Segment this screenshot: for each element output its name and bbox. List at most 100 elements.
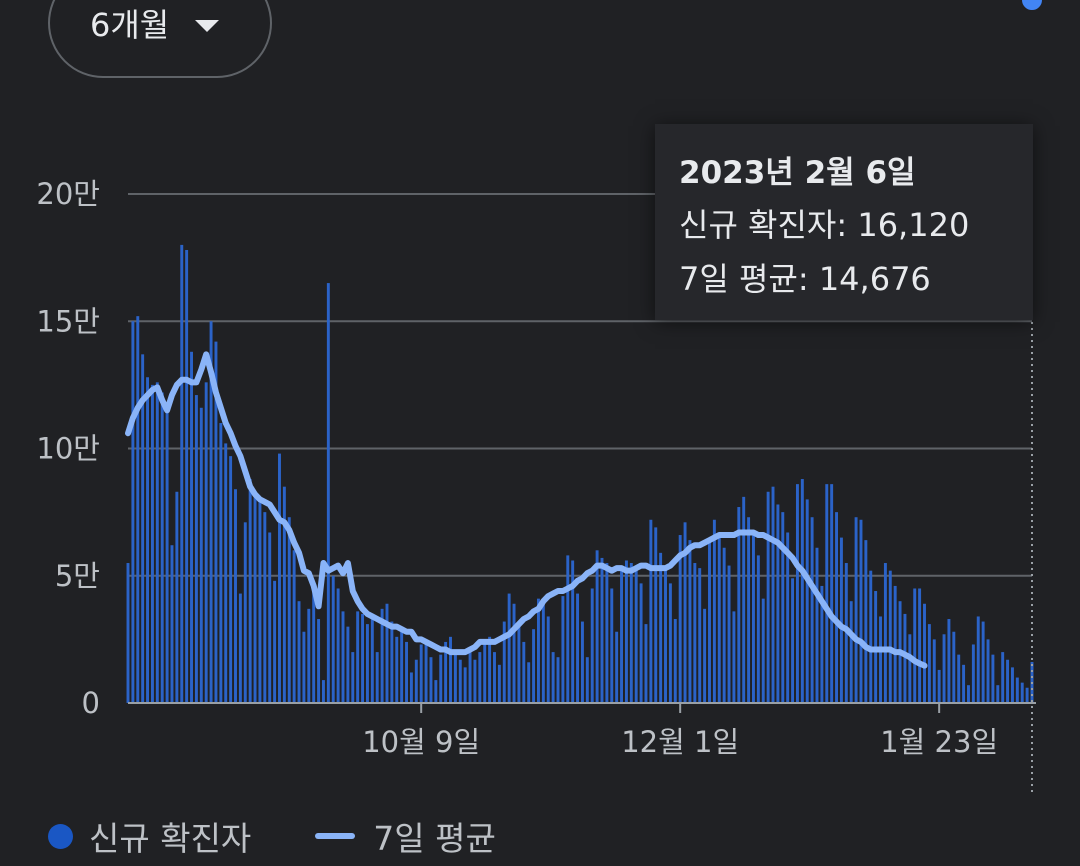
bar-123 xyxy=(727,565,731,703)
bar-105 xyxy=(639,583,643,703)
bar-109 xyxy=(659,552,663,703)
tooltip-average-value: 14,676 xyxy=(818,260,931,298)
bar-164 xyxy=(927,624,931,703)
bar-63 xyxy=(434,680,438,703)
bar-75 xyxy=(493,652,496,703)
y-tick-label-4: 20만 xyxy=(36,177,100,211)
bar-15 xyxy=(199,407,203,703)
axes: 0 5만 10만 15만 20만 10월 9일 12월 1일 1월 23일 xyxy=(36,177,1036,759)
bar-47 xyxy=(356,611,360,703)
bar-35 xyxy=(297,601,301,703)
bar-74 xyxy=(488,636,492,703)
bar-120 xyxy=(712,519,716,703)
bar-180 xyxy=(1006,659,1010,703)
bar-110 xyxy=(664,568,667,703)
bar-19 xyxy=(219,423,223,703)
bar-136 xyxy=(791,578,795,703)
bar-9 xyxy=(170,545,174,703)
bar-102 xyxy=(624,560,628,703)
bar-52 xyxy=(380,608,384,703)
bar-166 xyxy=(937,669,941,703)
bar-79 xyxy=(512,603,516,703)
bar-132 xyxy=(771,486,775,703)
hover-marker xyxy=(1020,0,1044,795)
bar-144 xyxy=(830,484,834,703)
tooltip-average: 7일 평균: 14,676 xyxy=(679,260,931,298)
bar-143 xyxy=(825,484,829,703)
hover-point[interactable] xyxy=(1020,0,1044,12)
bar-145 xyxy=(835,512,838,704)
bar-55 xyxy=(395,636,399,703)
bar-12 xyxy=(185,249,189,704)
bar-16 xyxy=(204,382,208,703)
bar-8 xyxy=(165,405,169,703)
bar-156 xyxy=(888,570,892,703)
bar-155 xyxy=(883,563,887,703)
bar-41 xyxy=(326,283,330,703)
bar-36 xyxy=(302,631,306,703)
tooltip-new-cases-value: 16,120 xyxy=(857,206,970,244)
bar-20 xyxy=(224,443,228,703)
bar-103 xyxy=(629,563,633,703)
bar-131 xyxy=(766,491,770,703)
bar-128 xyxy=(752,532,755,703)
bar-127 xyxy=(747,517,751,703)
bar-0 xyxy=(126,563,130,703)
bar-38 xyxy=(312,591,316,703)
bar-182 xyxy=(1015,677,1019,703)
bar-154 xyxy=(879,616,882,703)
bar-62 xyxy=(429,657,433,703)
bar-119 xyxy=(708,540,711,703)
y-tick-label-3: 15만 xyxy=(36,304,100,338)
bar-113 xyxy=(678,535,682,703)
caret-down-icon xyxy=(195,20,220,32)
bar-31 xyxy=(278,453,281,703)
bar-124 xyxy=(732,611,736,703)
bar-30 xyxy=(273,580,277,703)
bar-43 xyxy=(336,588,340,703)
bar-46 xyxy=(351,652,355,703)
bar-28 xyxy=(263,512,267,704)
bar-117 xyxy=(698,568,702,703)
bar-111 xyxy=(668,583,672,703)
bar-60 xyxy=(419,644,423,703)
range-selector[interactable]: 6개월 xyxy=(48,0,272,78)
bar-68 xyxy=(458,659,462,703)
bar-7 xyxy=(160,392,164,703)
bar-26 xyxy=(253,494,257,703)
bar-183 xyxy=(1020,682,1024,703)
bar-130 xyxy=(761,598,765,703)
bar-90 xyxy=(566,555,570,703)
bar-177 xyxy=(991,654,995,703)
bar-157 xyxy=(893,585,897,703)
bar-56 xyxy=(400,631,404,703)
bar-121 xyxy=(717,537,721,703)
bar-67 xyxy=(453,649,457,703)
bar-116 xyxy=(693,563,697,703)
x-tick-label-2: 1월 23일 xyxy=(880,725,998,759)
bar-18 xyxy=(214,341,218,703)
bar-98 xyxy=(605,563,609,703)
bar-160 xyxy=(908,634,912,703)
bar-129 xyxy=(756,555,760,703)
bar-167 xyxy=(942,634,946,703)
bar-115 xyxy=(688,540,692,703)
bar-54 xyxy=(390,621,394,703)
bar-165 xyxy=(932,639,936,704)
bar-73 xyxy=(483,644,487,703)
bar-170 xyxy=(957,654,961,703)
bar-148 xyxy=(849,601,853,703)
y-tick-label-0: 0 xyxy=(82,686,100,720)
bar-14 xyxy=(194,395,198,703)
bar-11 xyxy=(180,244,184,703)
bar-142 xyxy=(820,585,824,703)
avg-line xyxy=(125,351,928,669)
bar-106 xyxy=(644,624,648,703)
bar-84 xyxy=(537,598,540,703)
bar-88 xyxy=(556,657,560,703)
bar-4 xyxy=(146,377,150,703)
bar-95 xyxy=(590,588,594,703)
bar-176 xyxy=(986,639,990,704)
bar-44 xyxy=(341,611,345,703)
bar-81 xyxy=(522,641,526,703)
